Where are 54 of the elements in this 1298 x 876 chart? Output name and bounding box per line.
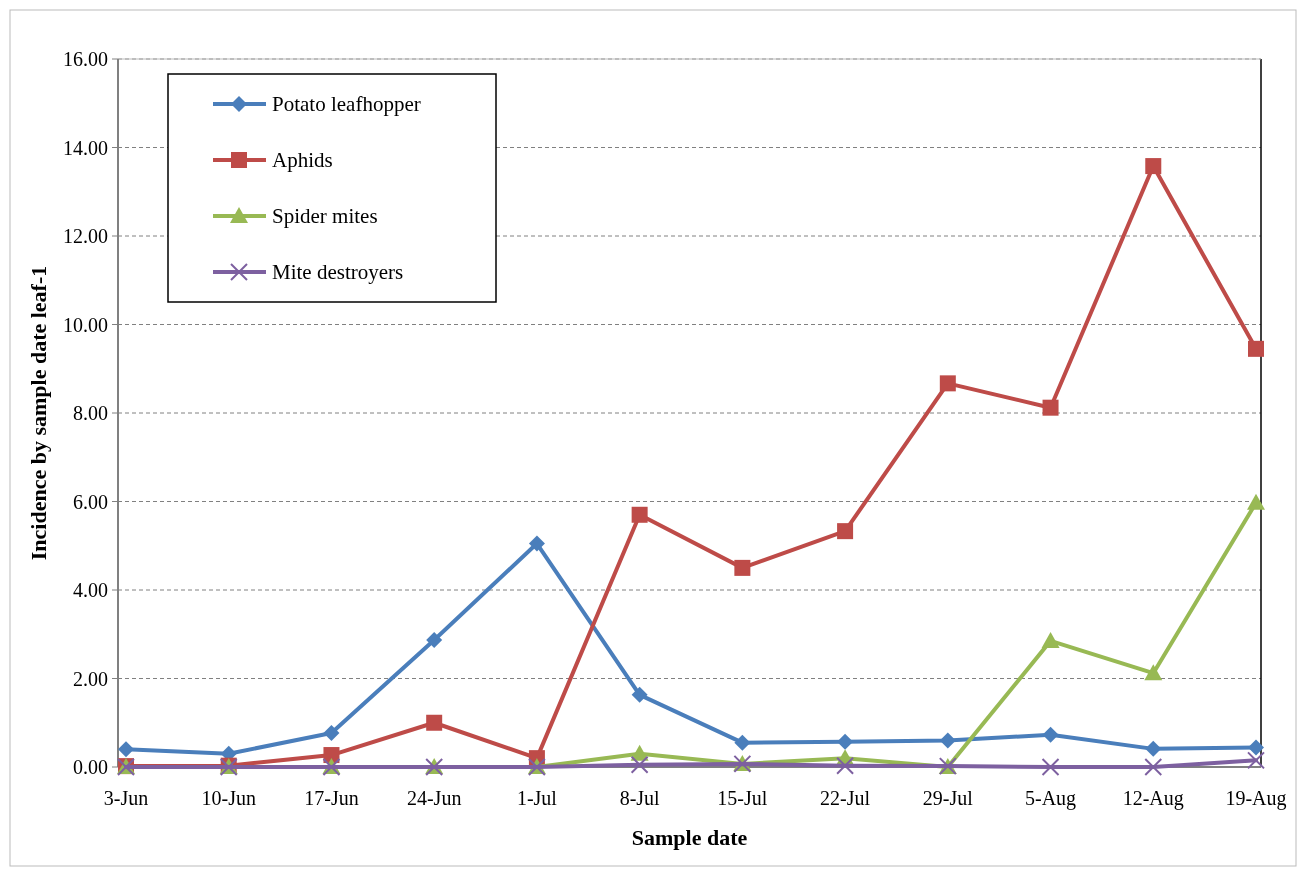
x-axis-title: Sample date (631, 825, 748, 850)
x-tick-label: 8-Jul (619, 787, 661, 809)
point (1041, 631, 1060, 648)
y-tick-label: 12.00 (63, 225, 108, 247)
point (1042, 726, 1059, 743)
x-tick-label: 29-Jul (922, 787, 974, 809)
point (836, 756, 855, 775)
point (734, 559, 751, 576)
legend-label: Potato leafhopper (272, 92, 421, 117)
point (118, 741, 134, 758)
point (323, 724, 340, 741)
point (939, 375, 956, 392)
x-tick-label: 12-Aug (1122, 787, 1184, 810)
x-tick-label: 1-Jul (516, 787, 558, 809)
legend-label: Spider mites (272, 204, 378, 229)
point (837, 523, 854, 540)
y-tick-label: 0.00 (73, 756, 108, 778)
point (1145, 158, 1162, 175)
point (1248, 739, 1264, 756)
legend-label: Mite destroyers (272, 260, 404, 285)
y-tick-label: 16.00 (63, 48, 108, 70)
point (1041, 758, 1060, 776)
x-tick-label: 24-Jun (406, 787, 462, 809)
point (1247, 751, 1265, 770)
x-tick-label: 3-Jun (103, 787, 149, 809)
y-tick-label: 2.00 (73, 667, 108, 690)
point (631, 506, 648, 523)
point (939, 732, 956, 749)
y-axis-title: Incidence by sample date leaf-1 (26, 265, 51, 561)
x-tick-label: 15-Jul (717, 787, 768, 809)
x-tick-label: 22-Jul (820, 787, 871, 809)
point (1145, 740, 1162, 757)
x-tick-label: 19-Aug (1225, 787, 1287, 810)
point (426, 714, 443, 731)
point (1144, 758, 1163, 776)
point (1248, 340, 1264, 357)
legend-label: Aphids (272, 148, 333, 173)
point (734, 734, 751, 751)
point (630, 755, 649, 774)
point (631, 686, 648, 703)
x-tick-label: 17-Jun (304, 787, 359, 809)
x-tick-label: 10-Jun (201, 787, 256, 809)
point (1144, 664, 1163, 681)
point (1042, 399, 1059, 416)
point (426, 632, 443, 648)
y-tick-label: 14.00 (63, 136, 108, 159)
y-tick-label: 6.00 (73, 490, 108, 513)
point (528, 535, 545, 552)
point (1247, 493, 1265, 510)
point (837, 733, 854, 750)
y-tick-label: 10.00 (63, 313, 108, 336)
x-tick-label: 5-Aug (1024, 787, 1077, 810)
y-tick-label: 8.00 (73, 402, 108, 424)
y-tick-label: 4.00 (73, 579, 108, 601)
